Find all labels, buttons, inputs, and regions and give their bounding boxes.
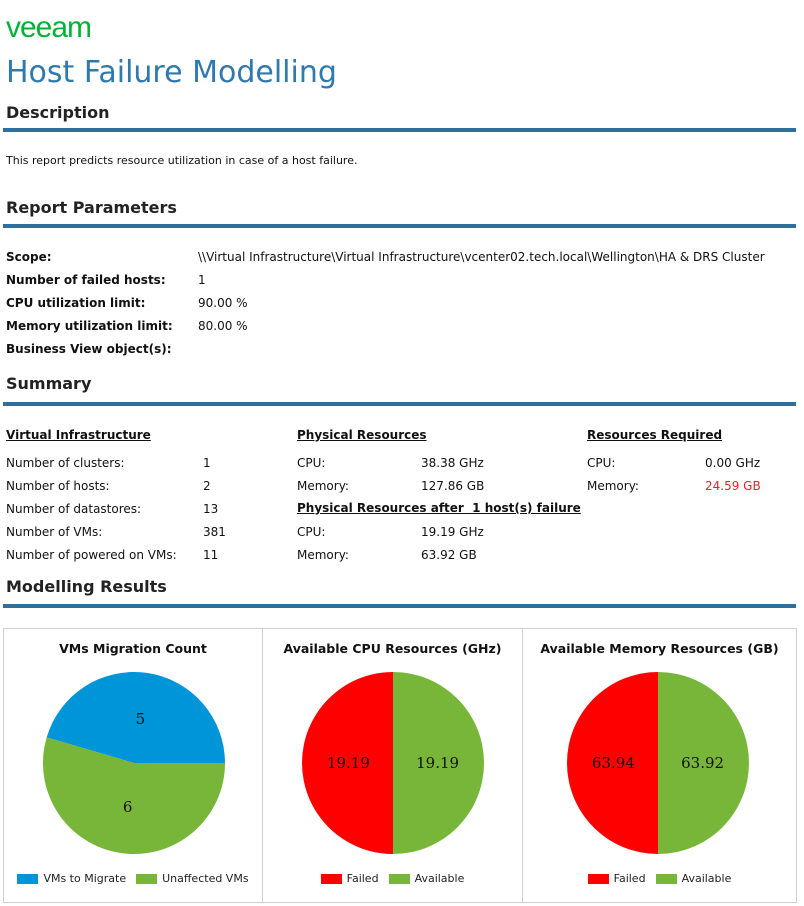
summary-value: 38.38 GHz (421, 456, 484, 470)
physical-after-failure-header: Physical Resources after 1 host(s) failu… (297, 501, 581, 515)
section-divider (3, 224, 796, 228)
legend-swatch (17, 873, 39, 884)
summary-label: Number of clusters: (6, 456, 125, 470)
summary-value-alert: 24.59 GB (705, 479, 761, 493)
summary-heading: Summary (6, 374, 92, 393)
chart-panel-cpu: Available CPU Resources (GHz) 19.19 19.19… (262, 628, 523, 903)
pie-slice-unaffected-vms (43, 737, 226, 854)
pie-chart-memory: 63.94 63.92 (566, 672, 749, 854)
pie-slice-failed (302, 672, 393, 854)
summary-value: 63.92 GB (421, 548, 477, 562)
param-label: Memory utilization limit: (6, 319, 173, 333)
summary-label: Number of hosts: (6, 479, 110, 493)
resources-required-header: Resources Required (587, 428, 723, 442)
legend-swatch (587, 873, 609, 884)
summary-label: Number of datastores: (6, 502, 142, 516)
pie-data-label: 19.19 (416, 754, 459, 772)
chart-title: VMs Migration Count (59, 641, 207, 656)
legend-item: Failed (320, 872, 379, 885)
legend-label: Available (414, 872, 465, 885)
legend-swatch (655, 873, 677, 884)
summary-label: Memory: (297, 479, 349, 493)
chart-title: Available Memory Resources (GB) (540, 641, 779, 656)
pie-slice-available (658, 672, 749, 854)
veeam-logo: veeam (6, 12, 92, 42)
pie-data-label: 19.19 (327, 754, 370, 772)
summary-value: 127.86 GB (421, 479, 485, 493)
legend-item: VMs to Migrate (17, 872, 126, 885)
param-value-cpu-limit: 90.00 % (198, 296, 248, 310)
chart-panel-memory: Available Memory Resources (GB) 63.94 63.… (522, 628, 797, 903)
pie-slice-vms-to-migrate (46, 672, 225, 763)
legend-swatch (136, 873, 158, 884)
param-label: Scope: (6, 250, 52, 264)
param-label: CPU utilization limit: (6, 296, 146, 310)
pie-data-label: 6 (123, 798, 133, 816)
description-heading: Description (6, 103, 110, 122)
summary-value: 11 (203, 548, 219, 562)
chart-legend: Failed Available (523, 872, 796, 885)
param-value-memory-limit: 80.00 % (198, 319, 248, 333)
pie-data-label: 63.94 (592, 754, 635, 772)
summary-value: 19.19 GHz (421, 525, 484, 539)
summary-value: 13 (203, 502, 219, 516)
summary-label: CPU: (297, 456, 326, 470)
modelling-heading: Modelling Results (6, 577, 167, 596)
legend-label: Failed (346, 872, 379, 885)
pie-data-label: 63.92 (681, 754, 724, 772)
param-label: Business View object(s): (6, 342, 172, 356)
parameters-heading: Report Parameters (6, 198, 177, 217)
legend-label: Unaffected VMs (162, 872, 249, 885)
summary-label: Number of VMs: (6, 525, 103, 539)
legend-label: VMs to Migrate (43, 872, 127, 885)
summary-label: Memory: (587, 479, 639, 493)
section-divider (3, 402, 796, 406)
param-value-scope: \\Virtual Infrastructure\Virtual Infrast… (198, 250, 765, 264)
legend-item: Available (655, 872, 732, 885)
section-divider (3, 128, 796, 132)
pie-data-label: 5 (136, 710, 146, 728)
param-label: Number of failed hosts: (6, 273, 166, 287)
virtual-infrastructure-header: Virtual Infrastructure (6, 428, 151, 442)
summary-label: Memory: (297, 548, 349, 562)
summary-label: Number of powered on VMs: (6, 548, 177, 562)
legend-item: Available (388, 872, 465, 885)
pie-slice-available (393, 672, 484, 854)
summary-value: 2 (203, 479, 211, 493)
summary-value: 0.00 GHz (705, 456, 761, 470)
pie-chart-vm-migration: 56 (43, 672, 226, 854)
legend-item: Unaffected VMs (136, 872, 249, 885)
section-divider (3, 604, 796, 608)
summary-label: CPU: (297, 525, 326, 539)
chart-title: Available CPU Resources (GHz) (283, 641, 502, 656)
physical-resources-header: Physical Resources (297, 428, 427, 442)
legend-label: Failed (613, 872, 646, 885)
page-title: Host Failure Modelling (6, 55, 337, 90)
legend-label: Available (681, 872, 732, 885)
chart-legend: VMs to Migrate Unaffected VMs (4, 872, 262, 885)
param-value-failed-hosts: 1 (198, 273, 206, 287)
veeam-logo-text: veeam (6, 12, 91, 42)
legend-swatch (320, 873, 342, 884)
summary-value: 381 (203, 525, 226, 539)
pie-chart-cpu: 19.19 19.19 (302, 672, 484, 854)
chart-legend: Failed Available (263, 872, 522, 885)
legend-swatch (388, 873, 410, 884)
summary-label: CPU: (587, 456, 616, 470)
summary-value: 1 (203, 456, 211, 470)
pie-slice-failed (566, 672, 659, 854)
description-text: This report predicts resource utilizatio… (6, 154, 358, 167)
legend-item: Failed (587, 872, 646, 885)
